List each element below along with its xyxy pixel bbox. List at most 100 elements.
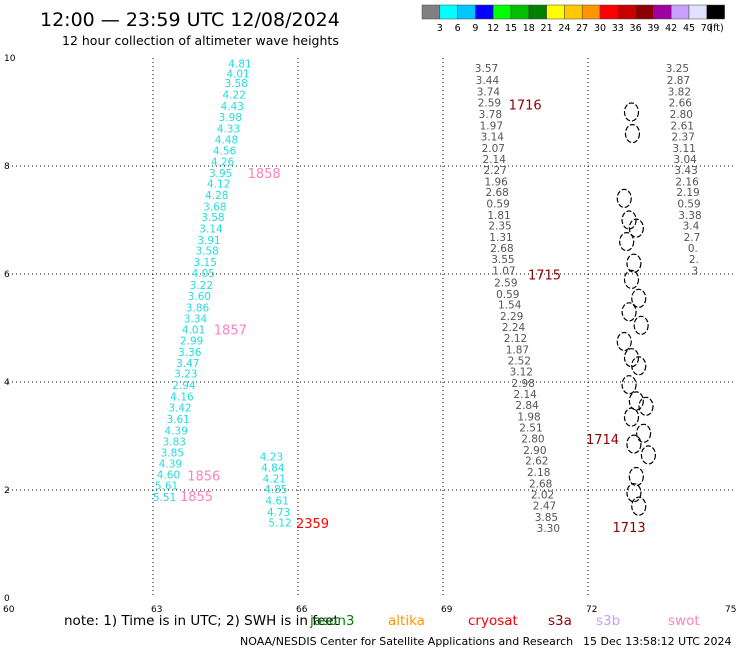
island-outline (619, 232, 635, 252)
wave-height-label: 3.23 (174, 369, 197, 381)
color-scale-label: 27 (576, 23, 588, 34)
wave-height-label: 0. (688, 243, 698, 255)
wave-height-label: 2.07 (482, 143, 505, 155)
wave-height-label: 3.12 (510, 367, 533, 379)
color-scale-label: 33 (612, 23, 624, 34)
island-outline (623, 407, 640, 427)
color-swatch (706, 4, 725, 20)
y-tick-label: 2 (4, 486, 10, 496)
wave-height-label: 2.87 (667, 75, 690, 87)
wave-height-label: 2.7 (684, 232, 701, 244)
satellite-legend-item: cryosat (468, 613, 518, 629)
color-swatch (670, 4, 690, 20)
wave-height-label: 2.84 (515, 400, 539, 412)
island-outline (623, 269, 640, 289)
wave-height-label: 4.16 (170, 391, 194, 403)
wave-height-label: 0.59 (486, 199, 509, 211)
wave-height-label: 2.51 (519, 423, 542, 435)
color-scale-label: 36 (630, 23, 642, 34)
wave-height-label: 4.60 (157, 470, 180, 482)
color-swatch (688, 4, 708, 20)
chart-title: 12:00 — 23:59 UTC 12/08/2024 (40, 9, 340, 31)
wave-height-label: 3.61 (166, 414, 189, 426)
wave-height-label: 2.94 (172, 380, 196, 392)
wave-height-label: 2.29 (500, 311, 523, 323)
island-outline (628, 218, 644, 238)
wave-height-label: 3.44 (476, 75, 500, 87)
wave-height-label: 4.22 (223, 90, 246, 102)
x-tick-label: 66 (296, 605, 308, 615)
wave-height-label: 2.80 (521, 433, 544, 445)
wave-height-label: 2. (689, 254, 699, 266)
pass-time-label: 1855 (180, 490, 213, 505)
wave-height-label: 4.43 (221, 101, 244, 113)
color-swatch (457, 4, 476, 20)
color-scale-legend: 3 6 9 12 15 18 21 24 27 30 33 36 39 42 45 70(ft) (421, 4, 725, 34)
color-scale-label: 30 (594, 23, 606, 34)
wave-height-label: 3.55 (491, 254, 514, 266)
x-tick-label: 69 (441, 605, 453, 615)
wave-height-label: 3.58 (201, 212, 224, 224)
wave-height-label: 2.14 (483, 154, 507, 166)
island-outline (631, 496, 647, 516)
y-tick-label: 6 (4, 270, 10, 280)
color-swatch (635, 4, 654, 20)
wave-height-label: 4.39 (159, 458, 182, 470)
wave-height-label: 4.84 (261, 463, 285, 475)
color-swatch (421, 4, 441, 20)
wave-height-label: 2.18 (527, 467, 550, 479)
color-scale-label: 18 (523, 23, 535, 34)
pass-time-label: 2359 (296, 517, 329, 532)
wave-height-label: 5.51 (153, 492, 176, 504)
wave-height-label: 2.68 (490, 243, 513, 255)
satellite-legend-item: jason3 (309, 613, 354, 629)
wave-height-label: 5.61 (155, 480, 178, 492)
satellite-legend-item: s3a (548, 613, 572, 629)
pass-time-labels: 1716 1715 1714 1713 1858 1857 1856 1855 2359 (180, 98, 646, 536)
footer-note: note: 1) Time is in UTC; 2) SWH is in fe… (64, 613, 339, 629)
color-scale-label: 3 (437, 23, 443, 34)
island-outline (633, 315, 649, 335)
wave-height-label: 3.34 (184, 314, 208, 326)
island-outline (640, 445, 657, 465)
wave-height-label: 4.73 (267, 507, 290, 519)
y-tick-label: 8 (4, 162, 10, 172)
wave-height-label: 1.54 (498, 300, 522, 312)
wave-height-label: 3.43 (674, 165, 697, 177)
island-outline (631, 356, 647, 376)
island-outline (635, 423, 652, 443)
wave-height-label: 2.90 (523, 445, 546, 457)
wave-height-label: 3.14 (481, 132, 505, 144)
island-outline (623, 102, 640, 122)
color-scale-label: 45 (683, 23, 695, 34)
island-outline (624, 124, 641, 144)
wave-height-label: 1.96 (484, 176, 508, 188)
chart-subtitle: 12 hour collection of altimeter wave hei… (62, 33, 339, 48)
wave-height-label: 1.97 (480, 120, 503, 132)
wave-height-label: 4.48 (215, 134, 238, 146)
wave-height-label: 3.22 (190, 280, 213, 292)
wave-height-label: 3.98 (219, 112, 242, 124)
x-tick-label: 63 (151, 605, 162, 615)
wave-height-label: 5.12 (268, 518, 291, 530)
wave-height-label: 4.01 (226, 68, 249, 80)
color-scale-label: 21 (541, 23, 553, 34)
color-scale-label: 12 (487, 23, 499, 34)
wave-height-label: 4.81 (228, 59, 251, 71)
color-swatch (564, 4, 583, 20)
island-outline (631, 288, 647, 308)
color-scale-label: 70 (701, 23, 713, 34)
color-swatch (528, 4, 547, 20)
wave-height-label: 3.47 (176, 358, 199, 370)
wave-height-label: 3.14 (199, 223, 223, 235)
footer-timestamp: 15 Dec 13:58:12 UTC 2024 (583, 635, 731, 648)
pass-time-label: 1858 (248, 167, 281, 182)
color-scale-label: 39 (647, 23, 659, 34)
wave-height-label: 4.21 (263, 473, 286, 485)
wave-height-label: 3.91 (197, 235, 220, 247)
wave-height-label: 1.07 (492, 266, 515, 278)
satellite-legend-item: swot (668, 613, 700, 629)
color-scale-label: 24 (558, 23, 570, 34)
axis-ticks: 60 63 66 69 72 75 0 2 4 6 8 10 (3, 54, 736, 615)
wave-height-label: 3.58 (195, 246, 218, 258)
